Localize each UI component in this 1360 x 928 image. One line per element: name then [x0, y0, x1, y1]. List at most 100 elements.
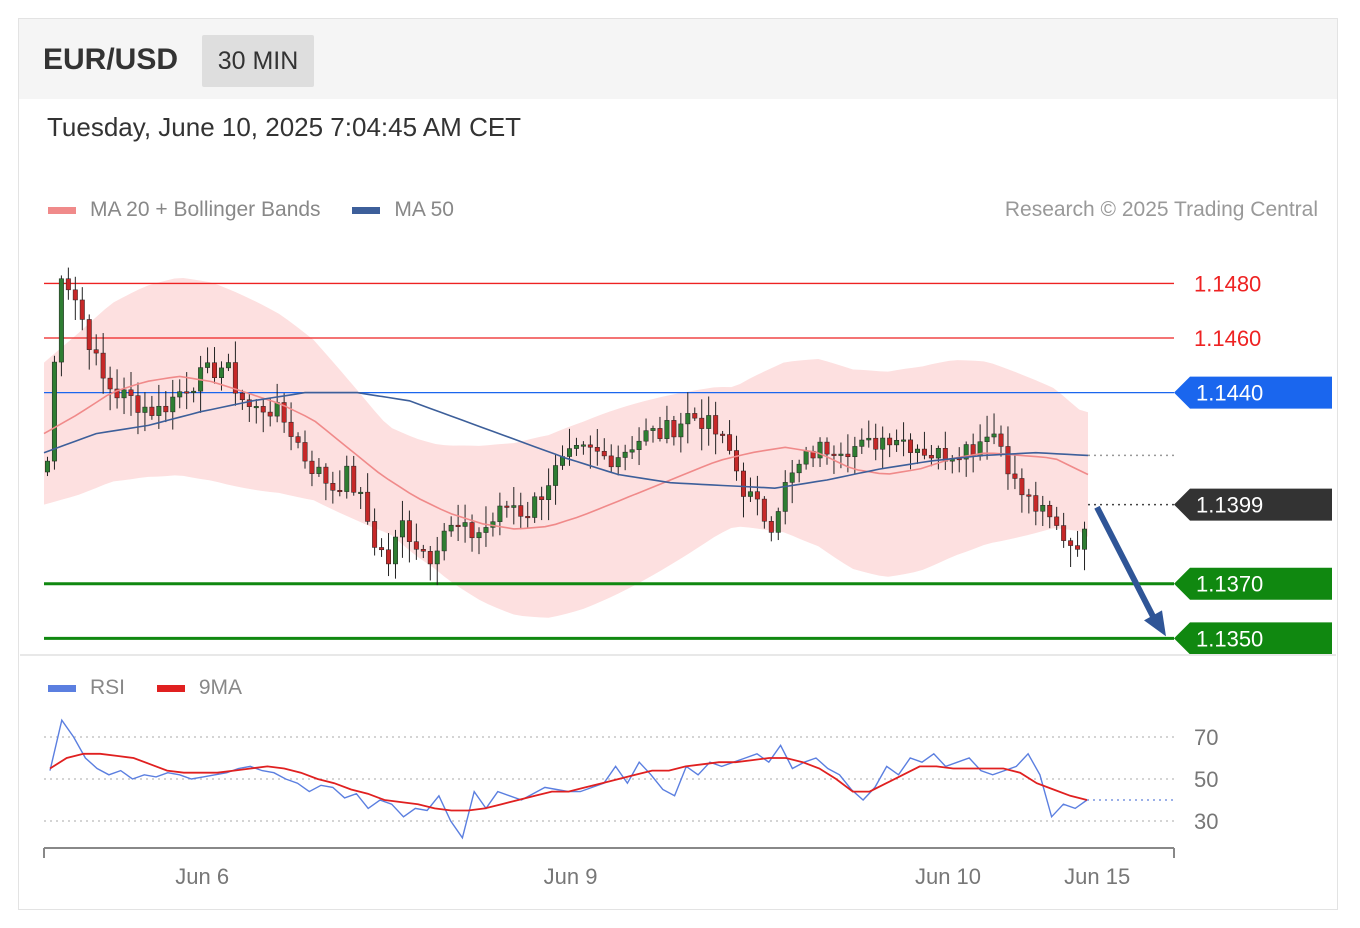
candle-body — [803, 450, 809, 465]
price-levels — [44, 282, 1174, 640]
candle-body — [205, 362, 211, 368]
candle-body — [894, 440, 900, 446]
candle-body — [699, 417, 705, 429]
candle-body — [1040, 505, 1046, 512]
x-tick-Jun-15: Jun 15 — [1064, 864, 1130, 889]
candle-body — [323, 466, 329, 484]
candle-body — [963, 444, 969, 460]
candle-body — [935, 448, 941, 459]
candle-body — [100, 352, 106, 379]
forecast-arrow-shaft — [1094, 505, 1157, 620]
level-label-1.1440: 1.1440 — [1196, 381, 1263, 406]
candle-body — [580, 444, 586, 447]
instrument-symbol: EUR/USD — [43, 43, 179, 76]
legend-label-9ma: 9MA — [198, 676, 243, 699]
candle-body — [51, 361, 57, 462]
level-label-1.1399: 1.1399 — [1196, 493, 1263, 518]
rsi-tick-30: 30 — [1194, 809, 1218, 834]
candle-body — [107, 377, 113, 390]
candle-body — [713, 415, 719, 435]
timeframe-badge[interactable]: 30 MIN — [202, 35, 314, 87]
candle-body — [636, 440, 642, 450]
level-badge-1.1399 — [1174, 488, 1332, 521]
moving-averages — [43, 375, 1174, 530]
bollinger-band-area — [44, 278, 1088, 618]
candle-body — [295, 436, 301, 443]
level-badge-1.1350 — [1174, 622, 1332, 655]
candle-body — [427, 551, 433, 565]
candle-body — [831, 453, 837, 456]
candle-body — [615, 457, 621, 468]
candle-body — [483, 527, 489, 533]
candle-body — [511, 505, 517, 508]
legend-label-ma20: MA 20 + Bollinger Bands — [90, 198, 321, 221]
series-line-rsi — [49, 718, 1088, 840]
candle-body — [246, 399, 252, 407]
forecast-arrow — [1094, 505, 1166, 637]
candle-body — [984, 436, 990, 442]
candle-body — [455, 524, 461, 527]
candle-body — [441, 530, 447, 552]
candle-body — [128, 389, 134, 396]
candle-body — [135, 395, 141, 413]
forecast-arrow-head — [1144, 610, 1166, 637]
candle-body — [1005, 446, 1011, 475]
level-badge-1.1370 — [1174, 567, 1332, 600]
candle-body — [908, 439, 913, 453]
candle-body — [142, 406, 148, 413]
candle-body — [1019, 478, 1025, 496]
candle-body — [594, 447, 600, 452]
legend-item-rsi: RSI — [48, 676, 131, 699]
candle-body — [601, 450, 607, 457]
candle-body — [796, 463, 802, 474]
candle-body — [58, 278, 64, 363]
candle-body — [302, 442, 308, 462]
ma50-swatch — [352, 206, 381, 214]
candle-body — [274, 402, 280, 417]
candle-body — [1012, 473, 1018, 479]
candle-body — [65, 278, 71, 291]
candle-body — [887, 437, 893, 446]
candle-body — [782, 482, 788, 512]
level-label-1.1370: 1.1370 — [1196, 572, 1263, 597]
candle-body — [93, 349, 99, 354]
candle-body — [156, 405, 162, 416]
candle-body — [406, 520, 412, 542]
candle-body — [184, 391, 190, 394]
rsi-tick-50: 50 — [1194, 767, 1218, 792]
candle-body — [1061, 525, 1067, 541]
candle-body — [351, 465, 357, 493]
candle-body — [518, 505, 524, 517]
rsi-panel: 70 50 30 — [44, 718, 1218, 840]
candle-body — [873, 437, 879, 450]
candle-body — [288, 421, 294, 437]
candle-body — [219, 367, 224, 378]
candle-body — [706, 415, 712, 429]
candle-body — [163, 405, 169, 413]
candle-body — [678, 423, 684, 438]
candle-body — [587, 444, 593, 448]
candle-body — [754, 491, 760, 500]
candle-body — [817, 441, 823, 459]
candle-body — [845, 453, 851, 458]
candle-body — [567, 448, 572, 457]
x-tick-Jun-10: Jun 10 — [915, 864, 981, 889]
candle-body — [253, 406, 259, 409]
candle-body — [685, 413, 691, 425]
candle-body — [212, 362, 217, 378]
candle-body — [177, 391, 183, 398]
candle-body — [344, 465, 350, 492]
candle-body — [727, 434, 733, 451]
candle-body — [462, 522, 468, 527]
research-credit: Research © 2025 Trading Central — [1004, 198, 1318, 221]
candle-body — [393, 536, 398, 565]
candle-body — [866, 437, 872, 441]
candle-body — [546, 485, 552, 500]
candle-body — [901, 439, 907, 442]
level-badge-1.1440 — [1174, 376, 1332, 409]
candle-body — [643, 430, 649, 442]
candle-body — [1082, 528, 1087, 550]
candle-body — [532, 496, 538, 518]
candle-body — [420, 549, 426, 552]
candle-body — [149, 406, 155, 416]
